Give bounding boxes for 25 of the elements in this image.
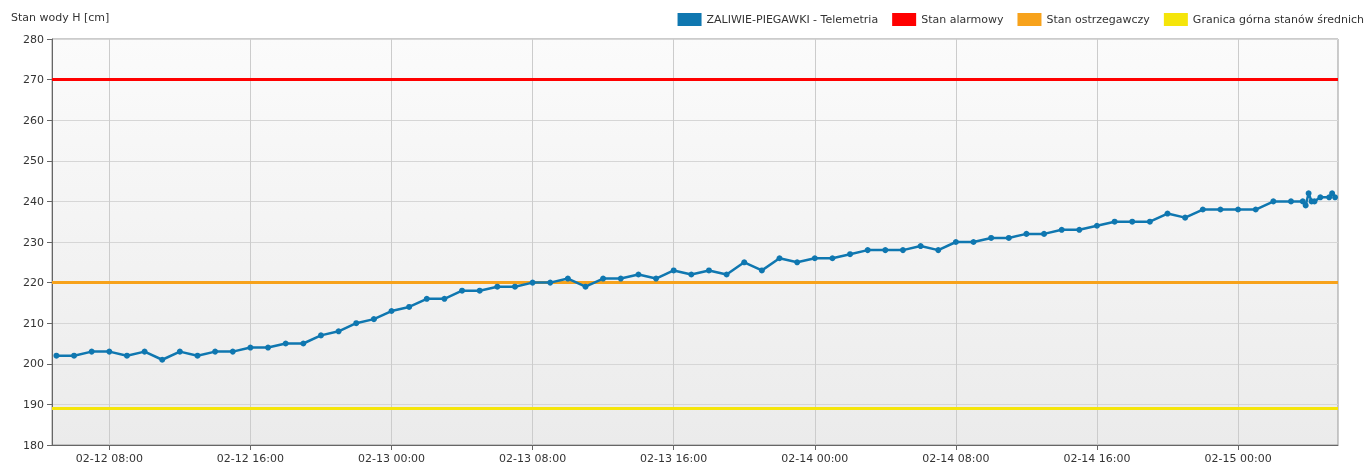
legend-label: ZALIWIE-PIEGAWKI - Telemetria [706, 13, 879, 26]
x-tick-label: 02-13 16:00 [640, 452, 708, 464]
y-tick-label: 180 [23, 438, 44, 452]
x-tick-label: 02-14 00:00 [781, 452, 849, 464]
legend-label: Stan alarmowy [921, 13, 1004, 26]
y-tick-label: 220 [23, 276, 44, 290]
x-tick-label: 02-14 16:00 [1063, 452, 1131, 464]
y-tick-label: 250 [23, 154, 44, 168]
y-tick-label: 230 [23, 235, 44, 249]
y-tick-label: 260 [23, 113, 44, 127]
y-tick-label: 200 [23, 357, 44, 371]
x-tick-label: 02-14 08:00 [922, 452, 990, 464]
y-axis-title: Stan wody H [cm] [11, 11, 110, 24]
x-tick-label: 02-13 00:00 [357, 452, 426, 464]
legend-label: Stan ostrzegawczy [1046, 13, 1151, 26]
x-tick-label: 02-13 08:00 [499, 452, 567, 464]
x-tick-label: 02-12 08:00 [75, 452, 143, 464]
y-tick-label: 190 [23, 397, 44, 411]
y-tick-label: 270 [23, 73, 44, 87]
x-tick-label: 02-12 16:00 [216, 452, 284, 464]
y-tick-label: 280 [23, 32, 44, 46]
y-tick-label: 240 [23, 194, 44, 208]
y-tick-label: 210 [23, 316, 44, 330]
x-tick-label: 02-15 00:00 [1204, 452, 1272, 464]
legend-label: Granica górna stanów średnich [1192, 13, 1365, 26]
